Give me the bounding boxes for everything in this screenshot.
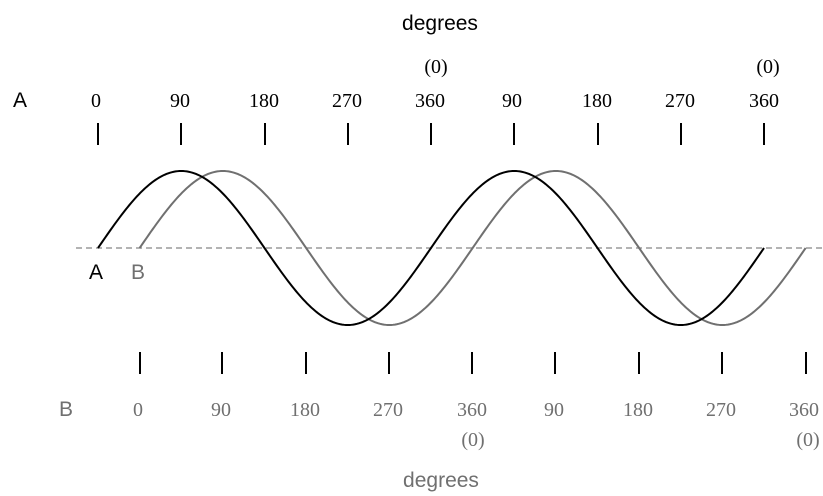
wave-a-label: A bbox=[89, 261, 103, 284]
top-tick-label: 360 bbox=[749, 90, 779, 112]
top-tick-label: 0 bbox=[91, 90, 101, 112]
wave-a-curve bbox=[97, 169, 765, 327]
top-zero-mark-1: (0) bbox=[424, 56, 447, 78]
top-tick-label: 90 bbox=[502, 90, 522, 112]
top-tick-label: 360 bbox=[415, 90, 445, 112]
top-tick-label: 270 bbox=[665, 90, 695, 112]
wave-b-label: B bbox=[131, 261, 145, 284]
bottom-tick-label: 180 bbox=[623, 399, 653, 421]
bottom-axis-title: degrees bbox=[403, 469, 479, 492]
bottom-zero-mark-2: (0) bbox=[796, 429, 819, 451]
bottom-tick-label: 360 bbox=[457, 399, 487, 421]
bottom-tick-label: 90 bbox=[211, 399, 231, 421]
bottom-tick-label: 270 bbox=[373, 399, 403, 421]
top-zero-mark-2: (0) bbox=[756, 56, 779, 78]
bottom-tick-label: 360 bbox=[789, 399, 819, 421]
top-tick-label: 90 bbox=[170, 90, 190, 112]
top-tick-label: 270 bbox=[332, 90, 362, 112]
bottom-row-label: B bbox=[59, 398, 73, 421]
bottom-tick-labels: 0 90 180 270 360 90 180 270 360 bbox=[133, 399, 819, 421]
top-row-label: A bbox=[13, 89, 27, 112]
top-tick-label: 180 bbox=[582, 90, 612, 112]
wave-b-curve bbox=[138, 169, 807, 327]
top-tick-label: 180 bbox=[249, 90, 279, 112]
bottom-zero-mark-1: (0) bbox=[461, 429, 484, 451]
bottom-tick-label: 90 bbox=[544, 399, 564, 421]
top-tick-labels: 0 90 180 270 360 90 180 270 360 bbox=[91, 90, 779, 112]
top-tick-marks bbox=[97, 123, 765, 145]
bottom-tick-label: 180 bbox=[290, 399, 320, 421]
bottom-tick-marks bbox=[139, 352, 807, 374]
bottom-tick-label: 270 bbox=[706, 399, 736, 421]
top-axis-title: degrees bbox=[402, 12, 478, 35]
bottom-tick-label: 0 bbox=[133, 399, 143, 421]
